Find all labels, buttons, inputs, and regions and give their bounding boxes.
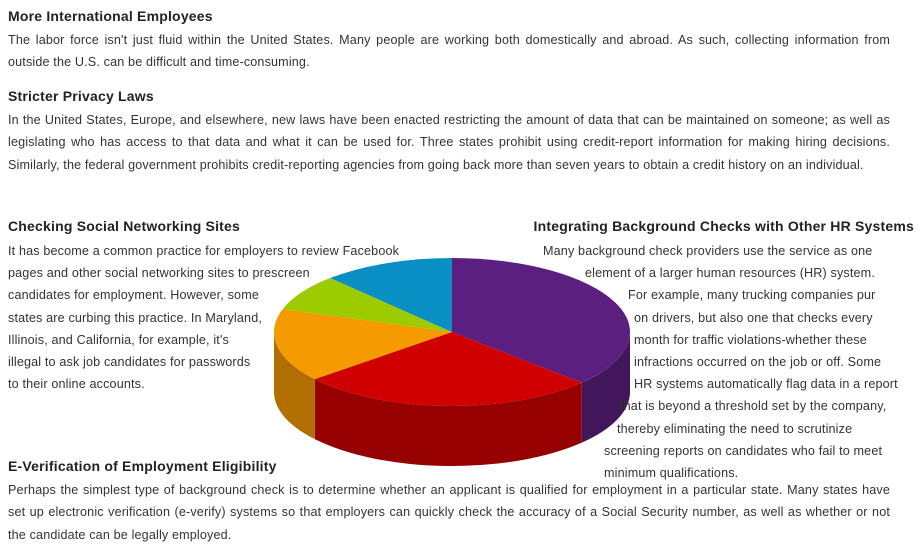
section-international: More International Employees The labor f… bbox=[8, 8, 890, 74]
text-line: on drivers, but also one that checks eve… bbox=[634, 310, 873, 325]
text-line: thereby eliminating the need to scrutini… bbox=[617, 421, 853, 436]
section-privacy: Stricter Privacy Laws In the United Stat… bbox=[8, 88, 890, 176]
text-line: that is beyond a threshold set by the co… bbox=[620, 399, 887, 414]
section-body: The labor force isn't just fluid within … bbox=[8, 33, 890, 70]
text-line: For example, many trucking companies pur bbox=[628, 288, 876, 303]
text-line: infractions occurred on the job or off. … bbox=[634, 355, 882, 369]
section-body: In the United States, Europe, and elsewh… bbox=[8, 113, 890, 172]
text-line: It has become a common practice for empl… bbox=[8, 244, 400, 258]
pie-chart-svg bbox=[274, 258, 630, 466]
section-title: Checking Social Networking Sites bbox=[8, 218, 241, 234]
pie-slice bbox=[330, 258, 452, 332]
text-line: states are curbing this practice. In Mar… bbox=[8, 310, 262, 325]
pie-slice-side bbox=[274, 332, 315, 440]
section-title: Integrating Background Checks with Other… bbox=[533, 218, 914, 234]
section-hr-systems: Integrating Background Checks with Other… bbox=[494, 218, 914, 480]
text-line: minimum qualifications. bbox=[604, 466, 739, 480]
text-line: illegal to ask job candidates for passwo… bbox=[8, 355, 251, 369]
section-everify: E-Verification of Employment Eligibility… bbox=[8, 458, 890, 546]
pie-chart-illustration bbox=[262, 250, 642, 472]
text-line: candidates for employment. However, some bbox=[8, 288, 259, 303]
section-body: Perhaps the simplest type of background … bbox=[8, 483, 890, 542]
text-line: element of a larger human resources (HR)… bbox=[585, 266, 875, 281]
text-line: Illinois, and California, for example, i… bbox=[8, 332, 229, 347]
pie-slice bbox=[274, 309, 452, 380]
text-line: screening reports on candidates who fail… bbox=[604, 443, 883, 458]
section-title: Stricter Privacy Laws bbox=[8, 88, 154, 104]
text-line: to their online accounts. bbox=[8, 377, 145, 392]
section-social-networking: Checking Social Networking Sites It has … bbox=[8, 218, 428, 408]
pie-slice bbox=[282, 278, 452, 332]
pie-slice-side bbox=[581, 332, 630, 443]
pie-slice bbox=[452, 258, 630, 383]
section-title: E-Verification of Employment Eligibility bbox=[8, 458, 277, 474]
pie-slice-side bbox=[314, 379, 582, 466]
text-line: HR systems automatically flag data in a … bbox=[634, 377, 898, 392]
text-line: Many background check providers use the … bbox=[543, 244, 873, 258]
pie-slice bbox=[314, 332, 582, 406]
text-line: month for traffic violations-whether the… bbox=[634, 332, 867, 347]
text-line: pages and other social networking sites … bbox=[8, 266, 310, 281]
section-title: More International Employees bbox=[8, 8, 213, 24]
